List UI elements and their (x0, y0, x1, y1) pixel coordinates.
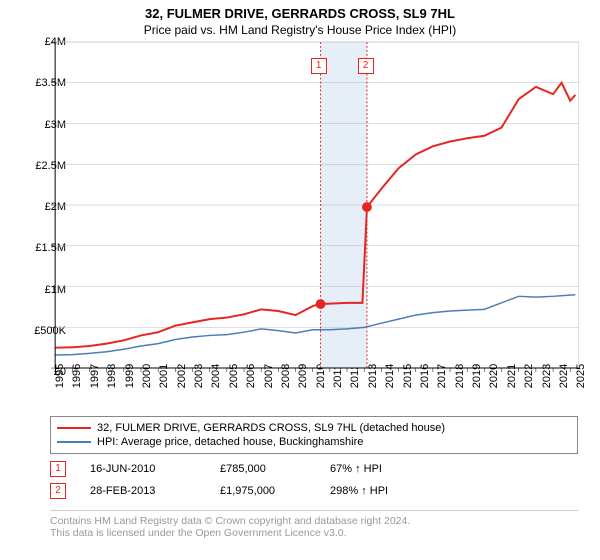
sale-price: £1,975,000 (220, 485, 330, 497)
sale-pct: 67% ↑ HPI (330, 463, 450, 475)
sales-row: 2 28-FEB-2013 £1,975,000 298% ↑ HPI (50, 480, 578, 502)
sale-date: 28-FEB-2013 (90, 485, 220, 497)
chart-annotation-marker: 2 (358, 58, 374, 74)
chart-container: 32, FULMER DRIVE, GERRARDS CROSS, SL9 7H… (0, 0, 600, 560)
sale-pct: 298% ↑ HPI (330, 485, 450, 497)
chart-title: 32, FULMER DRIVE, GERRARDS CROSS, SL9 7H… (0, 0, 600, 21)
legend-swatch-property (57, 427, 91, 429)
legend: 32, FULMER DRIVE, GERRARDS CROSS, SL9 7H… (50, 416, 578, 454)
legend-item-hpi: HPI: Average price, detached house, Buck… (57, 435, 571, 449)
sales-table: 1 16-JUN-2010 £785,000 67% ↑ HPI 2 28-FE… (50, 458, 578, 502)
attribution-line: Contains HM Land Registry data © Crown c… (50, 515, 578, 527)
attribution-line: This data is licensed under the Open Gov… (50, 527, 578, 539)
sales-row: 1 16-JUN-2010 £785,000 67% ↑ HPI (50, 458, 578, 480)
attribution: Contains HM Land Registry data © Crown c… (50, 510, 578, 539)
legend-label-hpi: HPI: Average price, detached house, Buck… (97, 436, 363, 448)
legend-item-property: 32, FULMER DRIVE, GERRARDS CROSS, SL9 7H… (57, 421, 571, 435)
chart-annotation-marker: 1 (311, 58, 327, 74)
sale-marker-1: 1 (50, 461, 66, 477)
sale-marker-2: 2 (50, 483, 66, 499)
chart-svg (50, 42, 580, 372)
chart-plot-area (50, 42, 580, 372)
legend-label-property: 32, FULMER DRIVE, GERRARDS CROSS, SL9 7H… (97, 422, 445, 434)
sale-price: £785,000 (220, 463, 330, 475)
legend-swatch-hpi (57, 441, 91, 443)
chart-subtitle: Price paid vs. HM Land Registry's House … (0, 21, 600, 41)
sale-date: 16-JUN-2010 (90, 463, 220, 475)
